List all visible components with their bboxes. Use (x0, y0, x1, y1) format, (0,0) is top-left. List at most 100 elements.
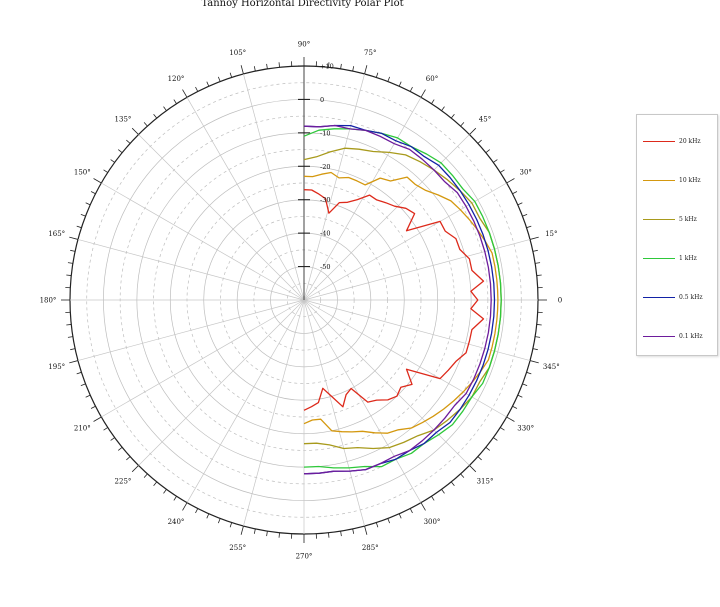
spoke-line (303, 97, 422, 301)
tick-mark (278, 62, 280, 68)
tick-mark (536, 274, 542, 276)
tick-mark (387, 76, 391, 82)
tick-mark (278, 532, 280, 538)
tick-mark (364, 525, 368, 535)
tick-mark (500, 427, 505, 431)
tick-mark (80, 213, 86, 217)
tick-mark (90, 405, 96, 409)
angle-label: 195° (48, 363, 65, 371)
angle-label: 300° (424, 518, 441, 526)
tick-mark (253, 528, 256, 534)
legend-item: 0.1 kHz (637, 330, 717, 344)
tick-mark (67, 262, 73, 264)
tick-mark (182, 89, 188, 98)
legend-label: 1 kHz (679, 255, 697, 262)
tick-mark (110, 437, 115, 441)
legend-swatch (643, 336, 675, 337)
angle-label: 45° (479, 115, 491, 123)
tick-mark (90, 191, 96, 195)
legend-label: 20 kHz (679, 138, 701, 145)
tick-mark (526, 371, 532, 375)
tick-mark (328, 62, 330, 68)
spoke-line (101, 182, 305, 301)
tick-mark (387, 518, 391, 524)
tick-mark (253, 66, 256, 72)
tick-mark (118, 149, 123, 154)
spoke-line (303, 134, 470, 301)
spoke-line (243, 73, 305, 301)
tick-mark (217, 76, 221, 82)
tick-mark (517, 202, 523, 206)
angle-label: 150° (74, 169, 91, 177)
series-line (303, 171, 499, 434)
radial-label: -20 (320, 163, 330, 171)
spoke-line (77, 299, 305, 361)
tick-mark (126, 139, 131, 144)
tick-mark (460, 122, 465, 127)
tick-mark (153, 481, 158, 486)
angle-label: 240° (168, 518, 185, 526)
tick-mark (420, 89, 426, 98)
tick-mark (66, 274, 72, 276)
spoke-line (243, 299, 305, 527)
tick-mark (66, 324, 72, 326)
tick-mark (69, 236, 79, 240)
legend-swatch (643, 141, 675, 142)
tick-mark (173, 496, 177, 501)
tick-mark (103, 427, 108, 431)
legend-item: 1 kHz (637, 252, 717, 266)
tick-mark (375, 522, 379, 528)
series-line (303, 124, 492, 475)
tick-mark (431, 99, 435, 104)
tick-mark (364, 65, 368, 75)
angle-label: 0 (558, 297, 562, 305)
tick-mark (493, 159, 498, 163)
tick-mark (536, 324, 542, 326)
tick-mark (85, 394, 91, 398)
angle-label: 255° (229, 544, 246, 552)
outer-ticks (61, 57, 547, 543)
angle-label: 285° (362, 544, 379, 552)
angle-label: 135° (115, 115, 132, 123)
legend-label: 0.5 kHz (679, 294, 703, 301)
tick-mark (126, 456, 131, 461)
tick-mark (110, 159, 115, 163)
tick-mark (375, 72, 379, 78)
angle-label: 75° (364, 49, 376, 57)
radial-label: 0 (320, 96, 324, 104)
tick-mark (512, 405, 518, 409)
angle-label: 345° (543, 363, 560, 371)
tick-mark (517, 394, 523, 398)
tick-mark (163, 489, 167, 494)
tick-mark (103, 169, 108, 173)
spoke-line (303, 299, 422, 503)
tick-mark (229, 72, 233, 78)
legend-item: 10 kHz (637, 174, 717, 188)
tick-mark (70, 348, 76, 351)
radial-label: -50 (320, 263, 330, 271)
tick-mark (143, 122, 148, 127)
tick-mark (70, 249, 76, 252)
angle-label: 225° (115, 478, 132, 486)
angle-label: 270° (296, 553, 313, 561)
tick-mark (173, 99, 177, 104)
spoke-line (101, 299, 305, 418)
legend-swatch (643, 297, 675, 298)
legend-item: 5 kHz (637, 213, 717, 227)
tick-mark (163, 106, 167, 111)
radial-label: -30 (320, 196, 330, 204)
spoke-line (303, 299, 531, 361)
angle-label: 165° (48, 230, 65, 238)
spoke-line (303, 73, 365, 301)
legend-label: 10 kHz (679, 177, 701, 184)
spoke-line (138, 299, 305, 466)
tick-mark (93, 416, 102, 422)
tick-mark (206, 513, 210, 519)
tick-mark (522, 213, 528, 217)
legend-swatch (643, 258, 675, 259)
spoke-line (303, 182, 507, 301)
tick-mark (409, 508, 413, 514)
tick-mark (431, 496, 435, 501)
tick-mark (506, 178, 515, 184)
